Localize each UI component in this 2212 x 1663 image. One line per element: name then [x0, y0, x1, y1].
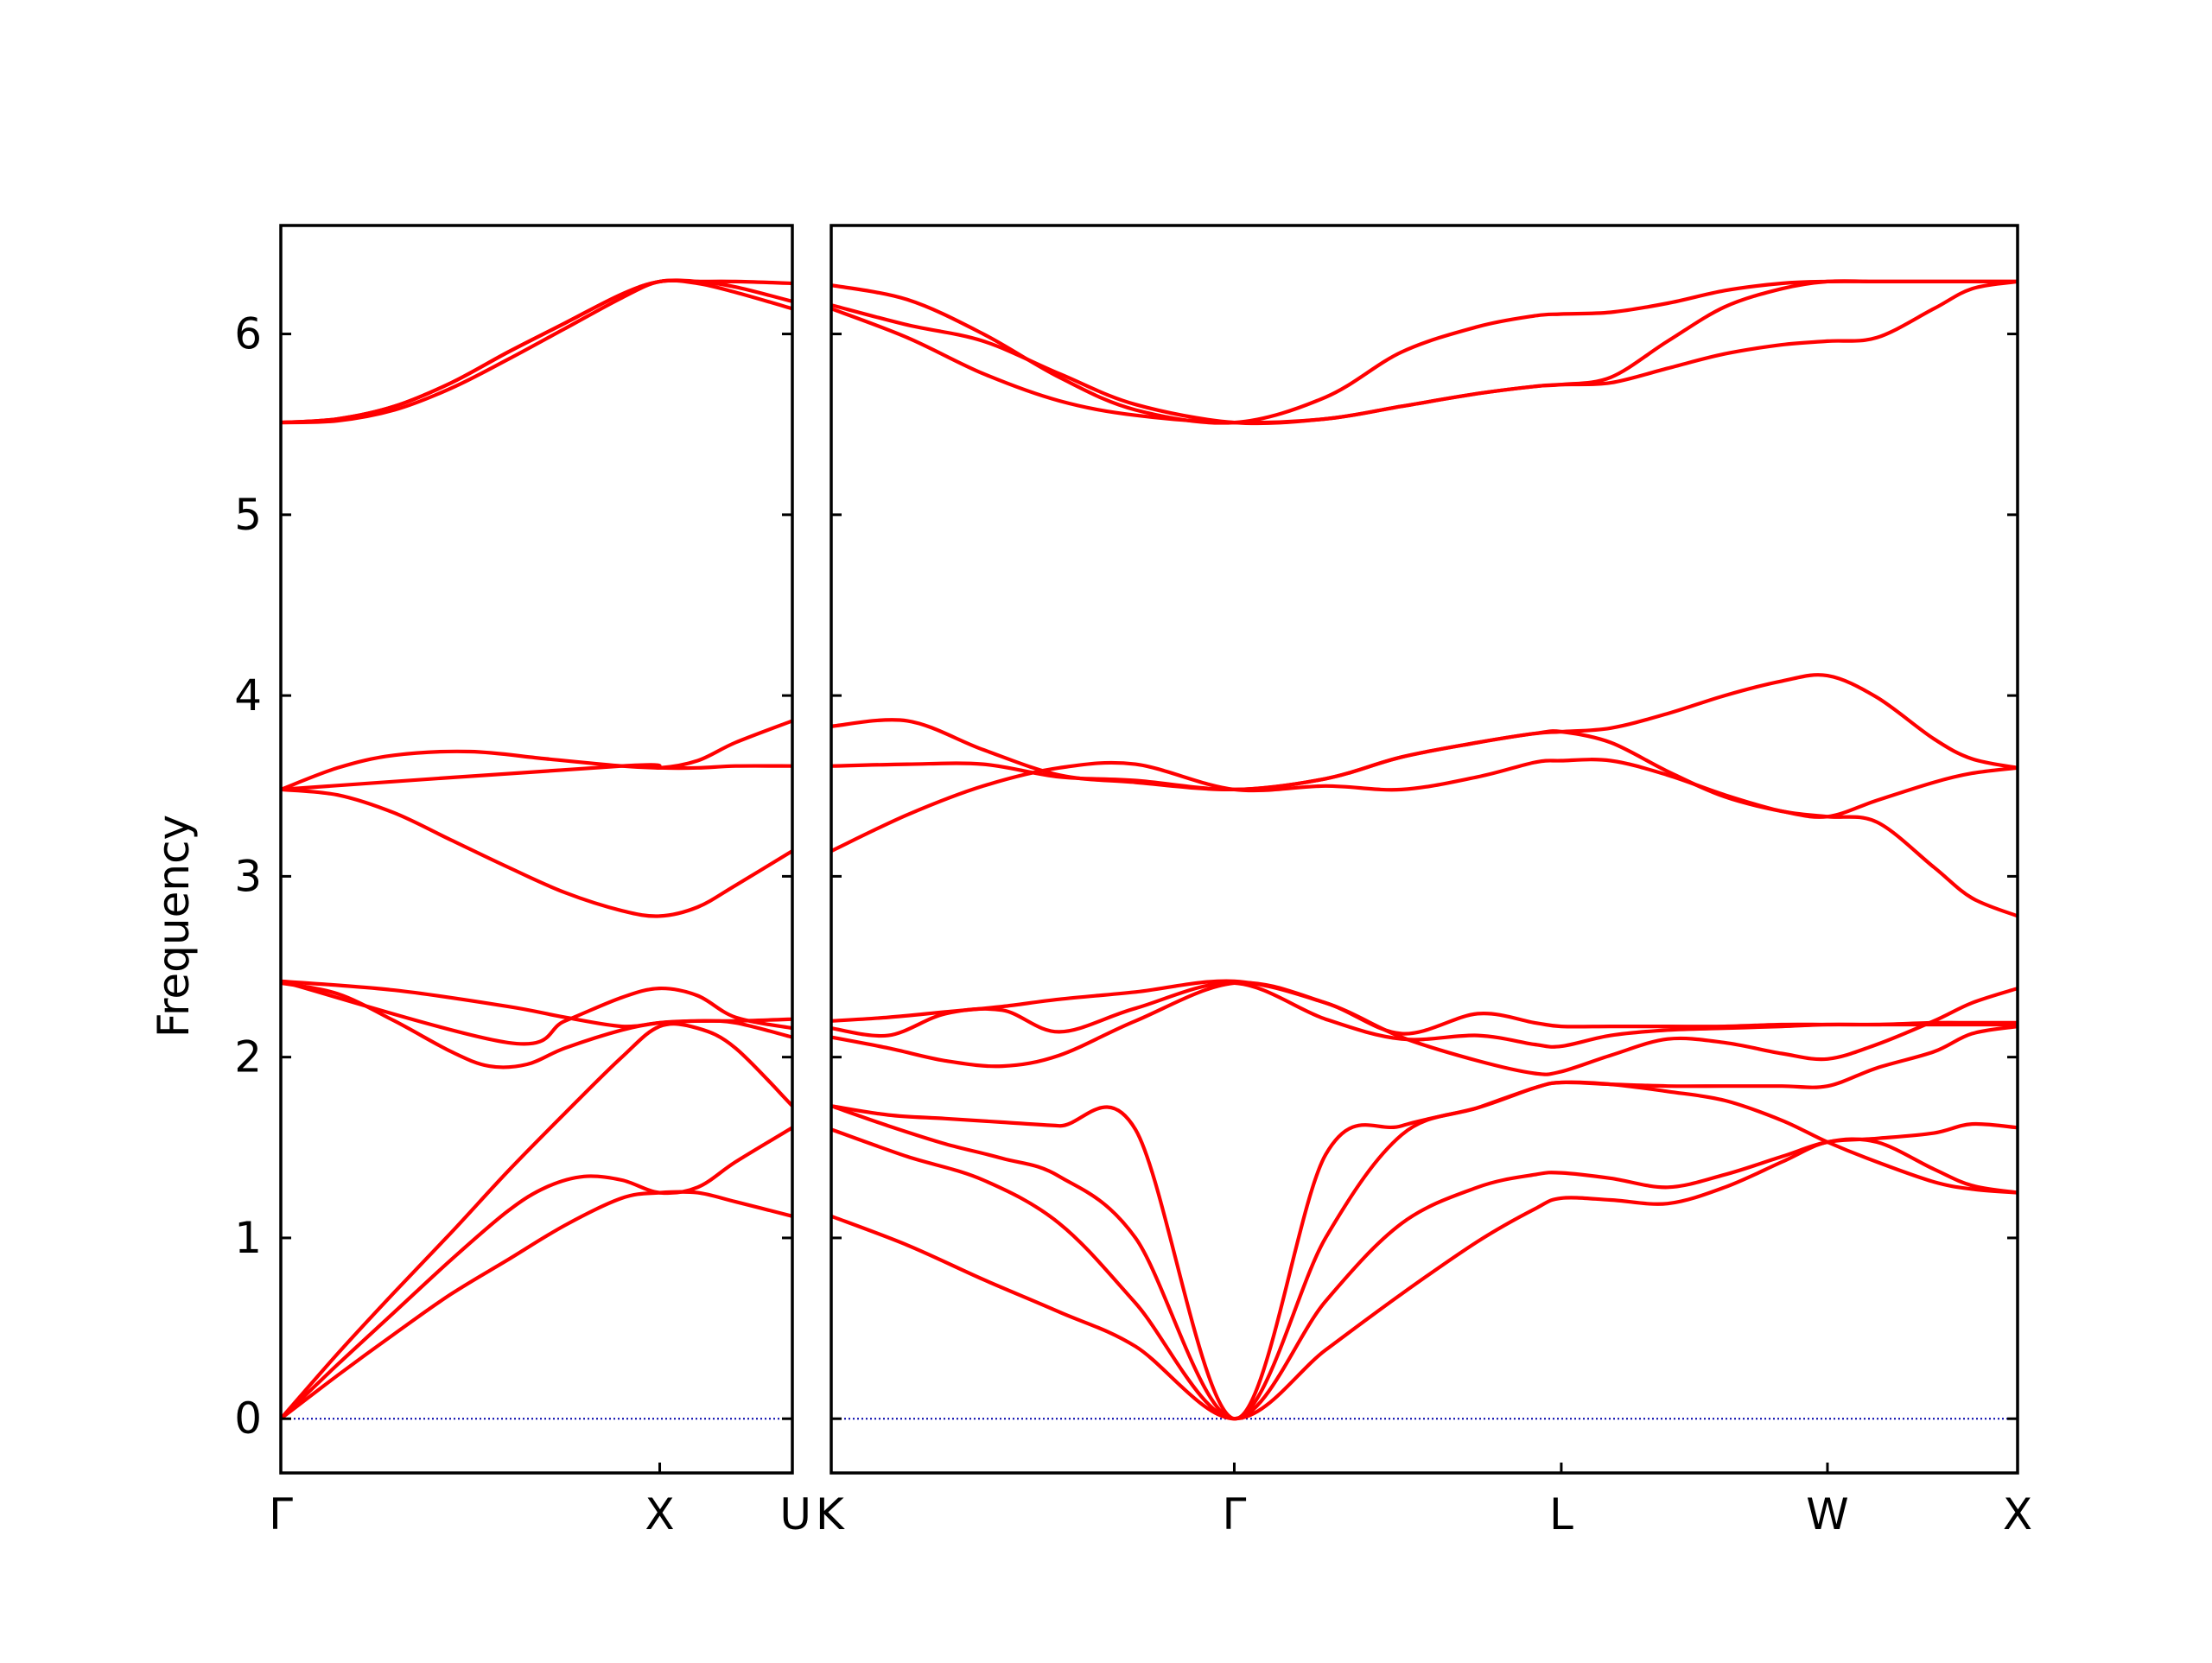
phonon-band-10: [831, 673, 2018, 792]
phonon-band-1: [281, 1190, 792, 1421]
phonon-band-10: [281, 278, 792, 425]
x-tick-label: W: [1806, 1489, 1848, 1539]
y-tick-label: 3: [234, 851, 262, 901]
y-tick-label: 2: [234, 1032, 262, 1082]
x-tick-label: X: [645, 1489, 674, 1539]
y-tick-label: 4: [234, 670, 262, 720]
phonon-band-6: [831, 981, 2018, 1049]
y-tick-label: 0: [234, 1393, 262, 1444]
phonon-band-8: [831, 758, 2018, 918]
bands-group: [281, 278, 792, 1421]
phonon-band-12: [831, 279, 2018, 426]
phonon-band-9: [831, 729, 2018, 819]
phonon-band-3: [831, 1080, 2018, 1421]
x-tick-label: K: [816, 1489, 845, 1539]
x-tick-label: Γ: [1223, 1489, 1247, 1539]
x-tick-label: U: [779, 1489, 811, 1539]
bands-group: [831, 279, 2018, 1421]
phonon-band-5: [281, 979, 792, 1039]
phonon-band-2: [281, 1126, 792, 1421]
phonon-band-2: [831, 1121, 2018, 1421]
phonon-band-7: [281, 787, 792, 918]
phonon-band-8: [281, 749, 792, 791]
phonon-band-13: [831, 279, 2018, 425]
phonon-band-4: [831, 1025, 2018, 1421]
x-tick-label: X: [2003, 1489, 2032, 1539]
x-tick-label: Γ: [269, 1489, 293, 1539]
phonon-band-5: [831, 981, 2018, 1076]
phonon-band-3: [281, 1022, 792, 1421]
phonon-band-1: [831, 1137, 2018, 1421]
phonon-band-4: [281, 981, 792, 1070]
y-axis-label: Frequency: [149, 815, 199, 1038]
panel-1: 0 1 2 3 4 5 6 Γ X U: [234, 224, 811, 1539]
phonon-band-7: [831, 979, 2018, 1036]
plot-frame: [279, 224, 794, 1475]
plot-frame: [830, 224, 2019, 1475]
y-tick-label: 5: [234, 490, 262, 540]
phonon-band-11: [281, 278, 792, 425]
phonon-band-12: [281, 278, 792, 425]
x-tick-label: L: [1549, 1489, 1573, 1539]
y-tick-label: 6: [234, 309, 262, 359]
y-tick-label: 1: [234, 1213, 262, 1263]
phonon-band-9: [281, 719, 792, 791]
phonon-band-6: [281, 979, 792, 1046]
